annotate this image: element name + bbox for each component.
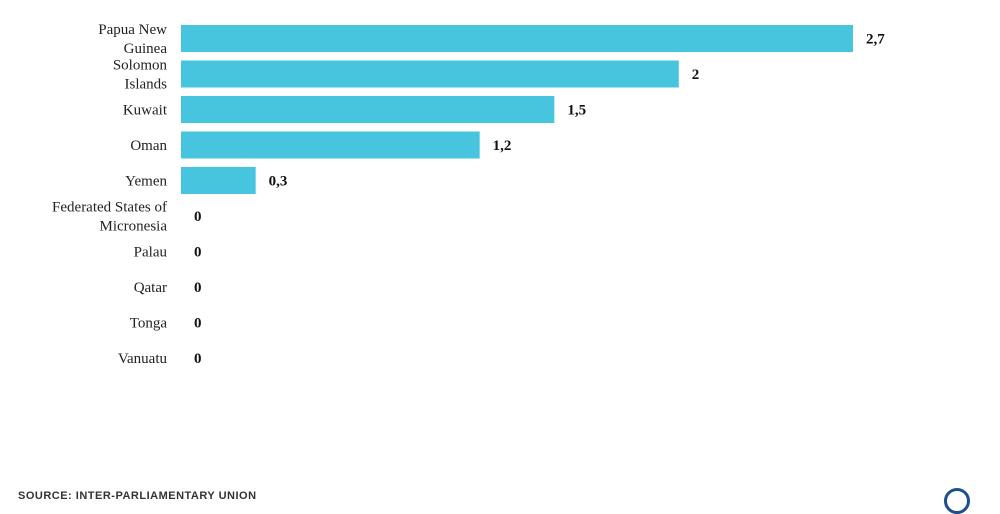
value-label-1: 2 — [692, 67, 700, 83]
bar-2 — [181, 96, 555, 123]
category-label-6: Palau — [134, 245, 168, 261]
value-label-0: 2,7 — [866, 32, 885, 48]
source-note: SOURCE: INTER-PARLIAMENTARY UNION — [18, 490, 257, 502]
bar-0 — [181, 25, 853, 52]
category-label-1: Solomon Islands — [113, 58, 168, 93]
bar-4 — [181, 167, 256, 194]
value-label-8: 0 — [194, 316, 202, 332]
value-label-7: 0 — [194, 280, 202, 296]
category-label-5: Federated States of Micronesia — [52, 200, 167, 235]
bar-3 — [181, 131, 480, 159]
category-label-9: Vanuatu — [118, 351, 168, 367]
value-labels: 2,7 2 1,5 1,2 0,3 0 0 0 0 0 — [194, 32, 885, 368]
bar-1 — [181, 60, 679, 88]
category-label-0: Papua New Guinea — [98, 22, 167, 57]
value-label-5: 0 — [194, 209, 202, 225]
bars — [181, 25, 853, 194]
value-label-2: 1,5 — [567, 103, 586, 119]
category-label-2: Kuwait — [123, 103, 168, 119]
value-label-6: 0 — [194, 245, 202, 261]
category-label-7: Qatar — [134, 280, 167, 296]
logo-icon — [944, 488, 970, 514]
value-label-4: 0,3 — [269, 174, 288, 190]
category-label-8: Tonga — [130, 316, 168, 332]
category-label-3: Oman — [130, 138, 167, 154]
category-label-4: Yemen — [125, 174, 167, 190]
value-label-3: 1,2 — [493, 138, 512, 154]
value-label-9: 0 — [194, 351, 202, 367]
